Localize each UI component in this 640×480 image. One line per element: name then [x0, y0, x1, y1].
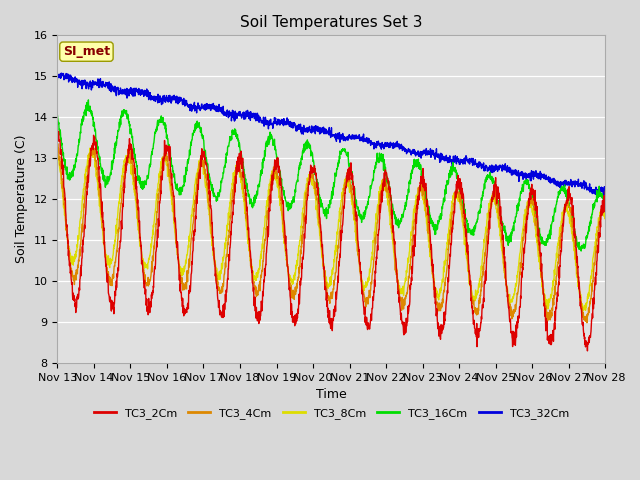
Y-axis label: Soil Temperature (C): Soil Temperature (C) — [15, 135, 28, 264]
Title: Soil Temperatures Set 3: Soil Temperatures Set 3 — [240, 15, 422, 30]
Legend: TC3_2Cm, TC3_4Cm, TC3_8Cm, TC3_16Cm, TC3_32Cm: TC3_2Cm, TC3_4Cm, TC3_8Cm, TC3_16Cm, TC3… — [90, 403, 573, 423]
X-axis label: Time: Time — [316, 388, 347, 401]
Text: SI_met: SI_met — [63, 45, 110, 58]
